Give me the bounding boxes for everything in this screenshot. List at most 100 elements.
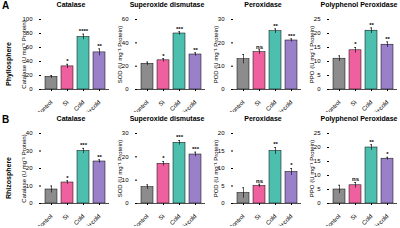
- svg-text:5: 5: [317, 186, 321, 192]
- svg-text:Si: Si: [350, 213, 358, 221]
- svg-text:***: ***: [288, 33, 296, 39]
- svg-text:Si+cold: Si+cold: [179, 99, 197, 112]
- svg-text:25: 25: [314, 130, 321, 136]
- svg-text:Control: Control: [132, 99, 150, 112]
- svg-text:80: 80: [26, 30, 33, 36]
- svg-text:Cold: Cold: [361, 99, 374, 112]
- svg-text:Si: Si: [350, 99, 358, 107]
- svg-text:Control: Control: [324, 99, 342, 112]
- svg-text:20: 20: [122, 154, 129, 160]
- svg-text:10: 10: [218, 165, 225, 171]
- svg-text:*: *: [162, 53, 165, 59]
- svg-text:Si: Si: [62, 99, 70, 107]
- svg-text:20: 20: [314, 30, 321, 36]
- svg-text:Catalase (U mg⁻¹ Protein): Catalase (U mg⁻¹ Protein): [21, 20, 27, 88]
- svg-text:**: **: [369, 139, 374, 145]
- svg-text:***: ***: [176, 134, 184, 140]
- svg-text:60: 60: [26, 44, 33, 50]
- svg-text:0: 0: [125, 86, 129, 92]
- svg-text:Cold: Cold: [265, 99, 278, 112]
- svg-text:ns: ns: [256, 44, 264, 50]
- svg-text:10: 10: [314, 172, 321, 178]
- svg-text:15: 15: [218, 148, 225, 154]
- svg-text:Control: Control: [36, 213, 54, 226]
- svg-text:**: **: [97, 154, 102, 160]
- svg-text:POD (U mg⁻¹ Protein): POD (U mg⁻¹ Protein): [213, 140, 219, 198]
- svg-text:Si+cold: Si+cold: [275, 213, 293, 226]
- svg-text:*: *: [290, 162, 293, 168]
- svg-text:20: 20: [218, 40, 225, 46]
- svg-text:Cold: Cold: [169, 99, 182, 112]
- svg-text:0: 0: [29, 200, 33, 206]
- svg-text:0: 0: [125, 200, 129, 206]
- svg-text:SOD (U mg⁻¹ Protein): SOD (U mg⁻¹ Protein): [117, 140, 123, 198]
- svg-text:Si+cold: Si+cold: [371, 213, 389, 226]
- svg-text:**: **: [273, 141, 278, 147]
- svg-text:30: 30: [122, 130, 129, 136]
- svg-text:30: 30: [218, 16, 225, 22]
- svg-text:20: 20: [218, 130, 225, 136]
- svg-text:15: 15: [314, 44, 321, 50]
- svg-text:Si+cold: Si+cold: [179, 213, 197, 226]
- svg-text:Si: Si: [62, 213, 70, 221]
- svg-text:20: 20: [314, 144, 321, 150]
- svg-text:0: 0: [221, 86, 225, 92]
- svg-text:0: 0: [317, 200, 321, 206]
- svg-text:Control: Control: [132, 213, 150, 226]
- svg-text:SOD (U mg⁻¹ Protein): SOD (U mg⁻¹ Protein): [117, 26, 123, 84]
- svg-text:Control: Control: [228, 213, 246, 226]
- svg-text:**: **: [385, 36, 390, 42]
- svg-text:Si: Si: [254, 99, 262, 107]
- svg-text:0: 0: [221, 200, 225, 206]
- svg-text:POD (U mg⁻¹ Protein): POD (U mg⁻¹ Protein): [213, 26, 219, 84]
- svg-text:Si: Si: [254, 213, 262, 221]
- svg-text:**: **: [97, 43, 102, 49]
- svg-text:Si+cold: Si+cold: [371, 99, 389, 112]
- svg-text:5: 5: [221, 183, 225, 189]
- svg-text:*: *: [354, 41, 357, 47]
- svg-text:10: 10: [314, 58, 321, 64]
- svg-text:20: 20: [26, 165, 33, 171]
- svg-text:*: *: [162, 155, 165, 161]
- svg-text:Cold: Cold: [73, 99, 86, 112]
- svg-text:40: 40: [26, 58, 33, 64]
- svg-text:Si+cold: Si+cold: [83, 99, 101, 112]
- svg-text:*: *: [386, 151, 389, 157]
- svg-text:Si+cold: Si+cold: [83, 213, 101, 226]
- svg-text:****: ****: [79, 28, 89, 34]
- svg-text:Cold: Cold: [169, 213, 182, 226]
- svg-text:**: **: [369, 22, 374, 28]
- svg-text:0: 0: [317, 86, 321, 92]
- svg-text:Si: Si: [158, 213, 166, 221]
- svg-text:PPO (U mg⁻¹ Protein): PPO (U mg⁻¹ Protein): [309, 26, 315, 83]
- svg-text:20: 20: [122, 63, 129, 69]
- svg-text:5: 5: [317, 72, 321, 78]
- svg-text:Control: Control: [228, 99, 246, 112]
- svg-text:10: 10: [218, 63, 225, 69]
- svg-text:Catalase (U mg⁻¹ Protein): Catalase (U mg⁻¹ Protein): [21, 134, 27, 202]
- svg-text:10: 10: [122, 177, 129, 183]
- svg-text:Si+cold: Si+cold: [275, 99, 293, 112]
- svg-text:60: 60: [122, 16, 129, 22]
- svg-text:**: **: [193, 47, 198, 53]
- svg-text:30: 30: [26, 148, 33, 154]
- svg-text:Control: Control: [324, 213, 342, 226]
- svg-text:10: 10: [26, 183, 33, 189]
- svg-text:25: 25: [314, 16, 321, 22]
- svg-text:40: 40: [122, 40, 129, 46]
- svg-text:Cold: Cold: [361, 213, 374, 226]
- svg-text:40: 40: [26, 130, 33, 136]
- svg-text:**: **: [273, 23, 278, 29]
- svg-text:15: 15: [314, 158, 321, 164]
- svg-text:Control: Control: [36, 99, 54, 112]
- svg-text:Cold: Cold: [73, 213, 86, 226]
- svg-text:PPO (U mg⁻¹ Protein): PPO (U mg⁻¹ Protein): [309, 140, 315, 197]
- svg-text:***: ***: [80, 142, 88, 148]
- svg-text:ns: ns: [352, 176, 360, 182]
- svg-text:***: ***: [192, 146, 200, 152]
- svg-text:***: ***: [176, 26, 184, 32]
- svg-text:Cold: Cold: [265, 213, 278, 226]
- svg-text:*: *: [66, 175, 69, 181]
- svg-text:Si: Si: [158, 99, 166, 107]
- svg-text:20: 20: [26, 72, 33, 78]
